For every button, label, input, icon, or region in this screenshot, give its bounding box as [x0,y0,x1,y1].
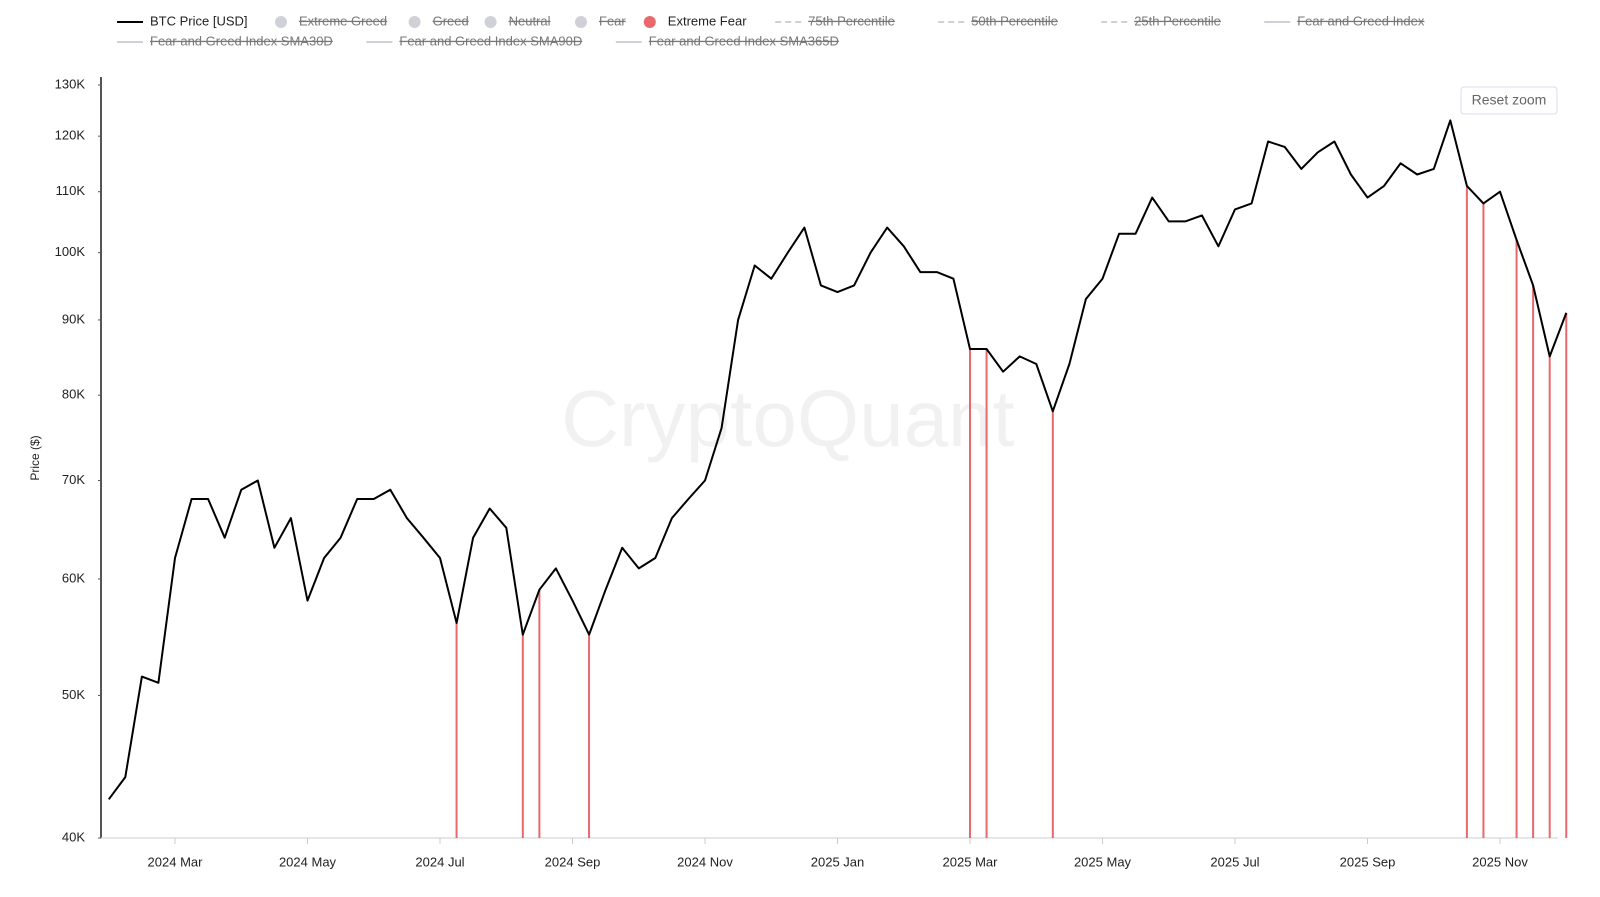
extreme-fear-bar [1482,203,1485,839]
y-tick-label: 130K [55,76,86,91]
legend-label[interactable]: Fear and Greed Index [1297,13,1425,28]
price-line [107,119,1568,800]
x-tick-label: 2025 Jul [1210,854,1259,869]
x-tick-label: 2025 Nov [1472,854,1528,869]
extreme-fear-bar [1565,312,1568,838]
y-axis-label: Price ($) [28,435,42,480]
y-tick-label: 100K [55,244,86,259]
extreme-fear-bar [538,589,541,838]
extreme-fear-bar [455,623,458,838]
y-tick-label: 90K [62,311,85,326]
x-tick-label: 2024 Jul [415,854,464,869]
extreme-fear-bar [1465,185,1468,839]
extreme-fear-bar [588,634,591,838]
y-tick-label: 50K [62,687,85,702]
legend-label[interactable]: 50th Percentile [971,13,1058,28]
legend-label[interactable]: Extreme Greed [299,13,387,28]
y-tick-label: 110K [56,183,86,198]
y-tick-label: 60K [62,570,85,585]
legend-label[interactable]: Fear and Greed Index SMA30D [150,33,333,48]
extreme-fear-bar [985,348,988,838]
x-tick-label: 2024 Nov [677,854,733,869]
x-tick-label: 2024 Mar [148,854,204,869]
legend-label[interactable]: 75th Percentile [808,13,895,28]
legend-marker [484,16,497,28]
legend-label[interactable]: Greed [433,13,469,28]
extreme-fear-bar [1515,239,1518,838]
y-tick-label: 80K [62,387,85,402]
x-tick-label: 2024 Sep [545,854,601,869]
legend-label[interactable]: Fear [599,13,626,28]
legend-label[interactable]: Extreme Fear [668,13,747,28]
x-tick-label: 2025 Jan [811,854,865,869]
extreme-fear-bar [969,348,971,838]
extreme-fear-bar [1548,356,1551,838]
legend-marker [575,16,587,28]
x-tick-label: 2025 Mar [943,854,999,869]
legend-label[interactable]: BTC Price [USD] [150,13,248,28]
y-tick-label: 70K [62,472,85,487]
legend-label[interactable]: 25th Percentile [1134,13,1221,28]
x-tick-label: 2025 Sep [1340,854,1396,869]
legend-label[interactable]: Neutral [509,13,551,28]
legend-marker [643,16,656,28]
legend-marker [275,16,287,28]
extreme-fear-bar [1051,411,1054,838]
extreme-fear-bar [521,634,524,838]
reset-zoom-label[interactable]: Reset zoom [1472,92,1547,108]
y-tick-label: 40K [62,829,85,844]
extreme-fear-bar [1532,285,1535,838]
watermark: CryptoQuant [561,374,1015,463]
legend-marker [408,16,421,28]
x-tick-label: 2025 May [1074,854,1132,869]
reset-zoom-button[interactable] [1460,86,1558,115]
y-tick-label: 120K [55,128,86,143]
legend-label[interactable]: Fear and Greed Index SMA365D [649,33,839,48]
x-tick-label: 2024 May [279,854,337,869]
legend-label[interactable]: Fear and Greed Index SMA90D [399,33,582,48]
